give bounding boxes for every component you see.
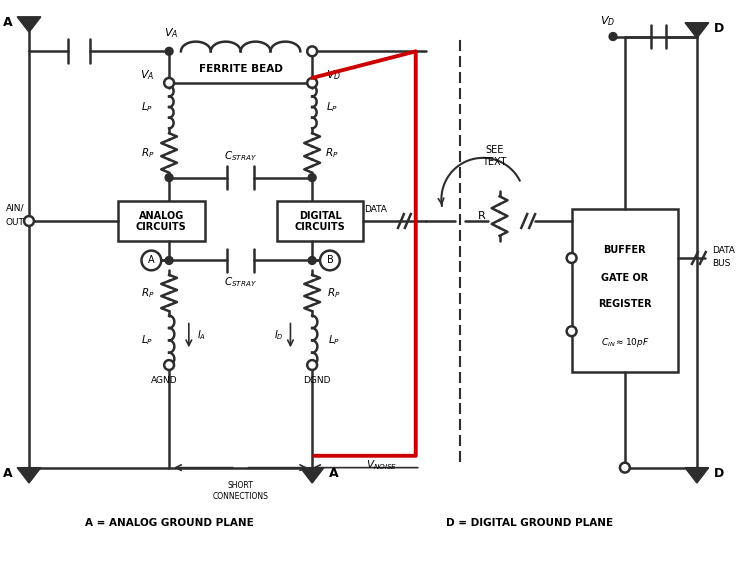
Circle shape: [164, 78, 174, 88]
Text: A: A: [3, 467, 13, 480]
Circle shape: [164, 360, 174, 370]
Text: A: A: [148, 255, 155, 265]
Text: REGISTER: REGISTER: [598, 299, 652, 309]
Circle shape: [567, 253, 576, 263]
Text: $L_P$: $L_P$: [141, 333, 154, 348]
Text: $L_P$: $L_P$: [141, 100, 154, 114]
Text: $V_D$: $V_D$: [601, 14, 615, 28]
Text: $V_D$: $V_D$: [326, 68, 342, 82]
Text: B: B: [326, 255, 334, 265]
Text: BUS: BUS: [711, 259, 730, 268]
Text: D: D: [714, 22, 724, 35]
Polygon shape: [685, 467, 708, 483]
Text: ANALOG: ANALOG: [139, 211, 184, 221]
Text: $C_{STRAY}$: $C_{STRAY}$: [224, 275, 258, 289]
Text: $L_P$: $L_P$: [328, 333, 340, 348]
Text: FERRITE BEAD: FERRITE BEAD: [199, 64, 283, 74]
Text: DATA: DATA: [711, 246, 734, 255]
Text: GATE OR: GATE OR: [601, 272, 649, 282]
Text: $V_A$: $V_A$: [140, 68, 154, 82]
Circle shape: [24, 216, 34, 226]
Text: DATA: DATA: [364, 205, 387, 213]
Text: $R_P$: $R_P$: [141, 146, 154, 160]
Text: SEE: SEE: [486, 145, 504, 155]
Text: $C_{STRAY}$: $C_{STRAY}$: [224, 149, 258, 163]
Circle shape: [609, 32, 617, 41]
Circle shape: [320, 250, 339, 270]
Circle shape: [142, 250, 161, 270]
Circle shape: [165, 48, 173, 55]
Text: D: D: [714, 467, 724, 480]
Text: BUFFER: BUFFER: [604, 245, 646, 255]
Circle shape: [165, 173, 173, 182]
Text: A: A: [3, 16, 13, 29]
Text: $V_{NOISE}$: $V_{NOISE}$: [366, 458, 398, 472]
Circle shape: [308, 256, 316, 265]
Text: $R_P$: $R_P$: [141, 286, 154, 300]
Bar: [572, 209, 678, 372]
Polygon shape: [685, 23, 708, 38]
Text: TEXT: TEXT: [483, 157, 507, 167]
Circle shape: [307, 360, 317, 370]
Text: CIRCUITS: CIRCUITS: [136, 222, 187, 232]
Text: OUT: OUT: [5, 219, 24, 228]
Polygon shape: [300, 467, 324, 483]
Text: $V_A$: $V_A$: [164, 26, 179, 41]
Polygon shape: [17, 467, 41, 483]
Circle shape: [307, 46, 317, 56]
Circle shape: [165, 256, 173, 265]
Text: D = DIGITAL GROUND PLANE: D = DIGITAL GROUND PLANE: [446, 518, 613, 528]
Circle shape: [567, 326, 576, 336]
Text: DIGITAL: DIGITAL: [299, 211, 342, 221]
Bar: [277, 201, 363, 240]
Text: R: R: [478, 211, 486, 221]
Text: $C_{IN} \approx 10pF$: $C_{IN} \approx 10pF$: [601, 336, 649, 349]
Text: CIRCUITS: CIRCUITS: [294, 222, 345, 232]
Text: A: A: [329, 467, 339, 480]
Text: $I_D$: $I_D$: [274, 329, 283, 342]
Text: AGND: AGND: [151, 376, 177, 385]
Text: $I_A$: $I_A$: [197, 329, 206, 342]
Polygon shape: [17, 17, 41, 32]
Circle shape: [308, 173, 316, 182]
Text: $L_P$: $L_P$: [325, 100, 338, 114]
Text: $R_P$: $R_P$: [325, 146, 339, 160]
Text: AIN/: AIN/: [6, 203, 24, 213]
Bar: [118, 201, 204, 240]
Text: DGND: DGND: [303, 376, 331, 385]
Circle shape: [307, 78, 317, 88]
Text: SHORT
CONNECTIONS: SHORT CONNECTIONS: [213, 482, 269, 501]
Circle shape: [620, 463, 630, 473]
Text: $R_P$: $R_P$: [327, 286, 341, 300]
Text: A = ANALOG GROUND PLANE: A = ANALOG GROUND PLANE: [85, 518, 253, 528]
